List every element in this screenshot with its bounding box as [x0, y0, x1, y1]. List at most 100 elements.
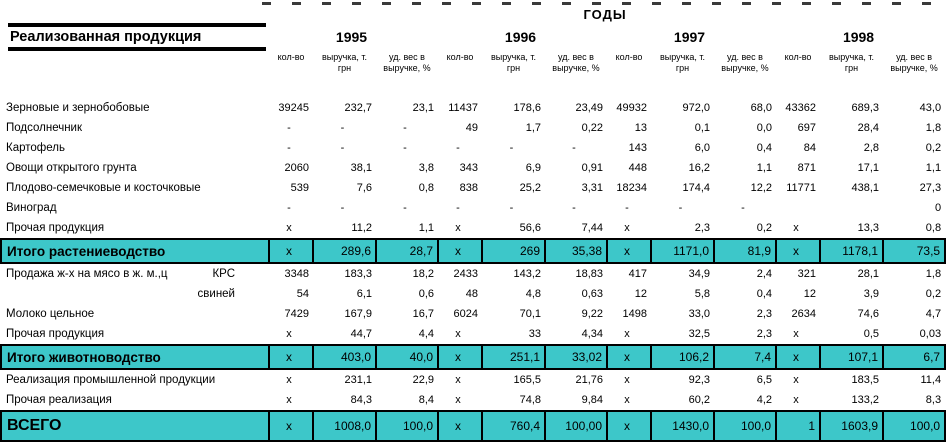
table-row: Молоко цельное 7429 167,9 16,7 6024 70,1 9,22 1…: [1, 304, 945, 324]
value-cell: -: [340, 142, 345, 154]
table-row: Прочая реализация x 84,3 8,4 x 74,8 9,84 x 60,2 4…: [1, 390, 945, 411]
value-cell: 11,2: [351, 222, 372, 234]
value-cell: x: [606, 238, 652, 264]
value-cell: 689,3: [851, 102, 879, 114]
value-cell: x: [455, 222, 461, 234]
value-cell: 1,1: [925, 162, 942, 174]
value-cell: 167,9: [344, 308, 372, 320]
value-cell: -: [625, 202, 629, 214]
value-cell: 0,6: [418, 288, 434, 300]
value-cell: 18,2: [412, 268, 434, 280]
value-cell: 269: [481, 238, 546, 264]
value-cell: 16,2: [688, 162, 710, 174]
value-cell: [776, 198, 820, 218]
value-cell: 22,9: [412, 374, 434, 386]
value-cell: 56,6: [519, 222, 541, 234]
value-cell: x: [624, 394, 630, 406]
spacer-cell: [1, 51, 269, 98]
subcolumn-header: выручка, т. грн: [659, 52, 706, 73]
value-cell: 4,2: [756, 394, 772, 406]
value-cell: [820, 198, 883, 218]
row-label: Итого животноводство: [0, 344, 270, 370]
value-cell: x: [624, 222, 630, 234]
subcolumn-header: кол-во: [277, 52, 305, 62]
value-cell: 28,1: [857, 268, 879, 280]
value-cell: 438,1: [851, 182, 879, 194]
product-column-header-text: Реализованная продукция: [8, 23, 266, 51]
row-label: ВСЕГО: [0, 410, 270, 442]
value-cell: 106,2: [650, 344, 715, 370]
subcolumn-header: выручка, т. грн: [321, 52, 368, 73]
value-cell: 11,4: [920, 374, 942, 386]
value-cell: 871: [797, 162, 816, 174]
value-cell: 1498: [622, 308, 647, 320]
value-cell: x: [793, 328, 799, 340]
value-cell: 100,0: [375, 410, 439, 442]
value-cell: 18,83: [575, 268, 603, 280]
value-cell: 12: [803, 288, 816, 300]
value-cell: 1,1: [418, 222, 434, 234]
value-cell: x: [775, 238, 821, 264]
value-cell: 4,7: [925, 308, 942, 320]
row-label: Прочая продукция: [6, 222, 105, 234]
value-cell: 16,7: [412, 308, 434, 320]
value-cell: 0,8: [925, 222, 942, 234]
value-cell: 7,44: [581, 222, 603, 234]
value-cell: 6024: [453, 308, 478, 320]
value-cell: 1603,9: [819, 410, 884, 442]
value-cell: 0,4: [756, 142, 772, 154]
value-cell: 2,3: [694, 222, 710, 234]
value-cell: 0,91: [581, 162, 603, 174]
value-cell: x: [793, 394, 799, 406]
subcolumn-header: уд. вес в выручке, %: [383, 52, 431, 73]
value-cell: 74,8: [519, 394, 541, 406]
value-cell: x: [455, 374, 461, 386]
value-cell: 0: [934, 202, 942, 214]
value-cell: -: [403, 142, 407, 154]
value-cell: x: [793, 222, 799, 234]
value-cell: 40,0: [375, 344, 439, 370]
value-cell: x: [437, 410, 483, 442]
value-cell: 5,8: [694, 288, 710, 300]
value-cell: 9,84: [581, 394, 603, 406]
value-cell: 8,3: [925, 394, 942, 406]
value-cell: 73,5: [881, 238, 946, 264]
value-cell: 231,1: [344, 374, 372, 386]
table-row: Продажа ж-х на мясо в ж. м.,ц КРС 3348 183,…: [1, 263, 945, 284]
subcolumn-header: кол-во: [784, 52, 812, 62]
value-cell: 183,3: [344, 268, 372, 280]
value-cell: 697: [797, 122, 816, 134]
row-label: Овощи открытого грунта: [6, 162, 137, 174]
value-cell: 760,4: [481, 410, 546, 442]
value-cell: 3,9: [863, 288, 879, 300]
value-cell: 403,0: [312, 344, 377, 370]
value-cell: -: [572, 202, 576, 214]
value-cell: 6,0: [694, 142, 710, 154]
value-cell: 232,7: [344, 102, 372, 114]
value-cell: 6,5: [756, 374, 772, 386]
value-cell: 38,1: [350, 162, 372, 174]
value-cell: 1,7: [525, 122, 541, 134]
value-cell: -: [287, 202, 291, 214]
value-cell: 13,3: [857, 222, 879, 234]
year-header-1997: 1997: [673, 29, 706, 45]
value-cell: x: [437, 344, 483, 370]
value-cell: x: [437, 238, 483, 264]
value-cell: 183,5: [851, 374, 879, 386]
subcolumn-header: уд. вес в выручке, %: [721, 52, 769, 73]
value-cell: x: [606, 344, 652, 370]
row-label: Итого растениеводство: [0, 238, 270, 264]
total-row: Итого растениеводство x 289,6 28,7 x 269 35,38…: [0, 238, 946, 264]
value-cell: 81,9: [713, 238, 777, 264]
table-row: Овощи открытого грунта 2060 38,1 3,8 343 6,9 0…: [1, 158, 945, 178]
value-cell: 1,8: [925, 122, 942, 134]
value-cell: 448: [628, 162, 647, 174]
value-cell: 0,03: [919, 328, 942, 340]
value-cell: 74,6: [857, 308, 879, 320]
value-cell: 343: [459, 162, 478, 174]
subheader-row: кол-во выручка, т. грн уд. вес в выручке, …: [1, 51, 945, 98]
value-cell: 1171,0: [650, 238, 715, 264]
value-cell: 0,0: [756, 122, 772, 134]
table-row: свиней 54 6,1 0,6 48 4,8 0,63 12 5,8 0,4 12 3,9 0,2: [1, 284, 945, 304]
value-cell: 84,3: [350, 394, 372, 406]
